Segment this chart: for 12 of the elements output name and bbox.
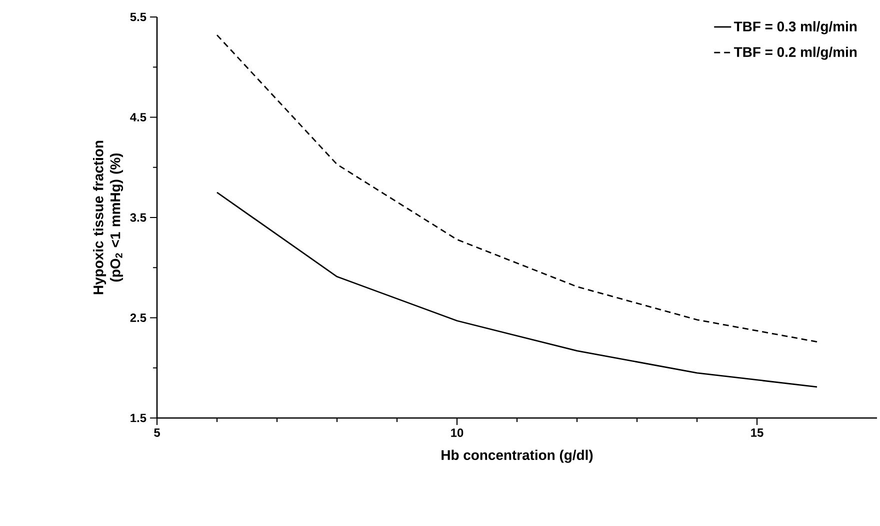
x-axis-title: Hb concentration (g/dl)	[442, 450, 593, 463]
line-series	[216, 192, 818, 388]
legend-label: TBF = 0.3 ml/g/min	[734, 21, 857, 34]
y-tick-label: 5.5	[130, 12, 146, 22]
x-tick-label: 15	[751, 428, 764, 437]
y-tick-label: 1.5	[130, 414, 146, 422]
y-tick-label: 2.5	[130, 314, 146, 322]
x-tick-label: 10	[451, 428, 464, 437]
legend-label: TBF = 0.2 ml/g/min	[734, 46, 857, 60]
x-tick-label: 5	[154, 428, 160, 437]
y-tick-label: 4.5	[130, 113, 146, 122]
y-tick-label: 3.5	[130, 213, 146, 222]
